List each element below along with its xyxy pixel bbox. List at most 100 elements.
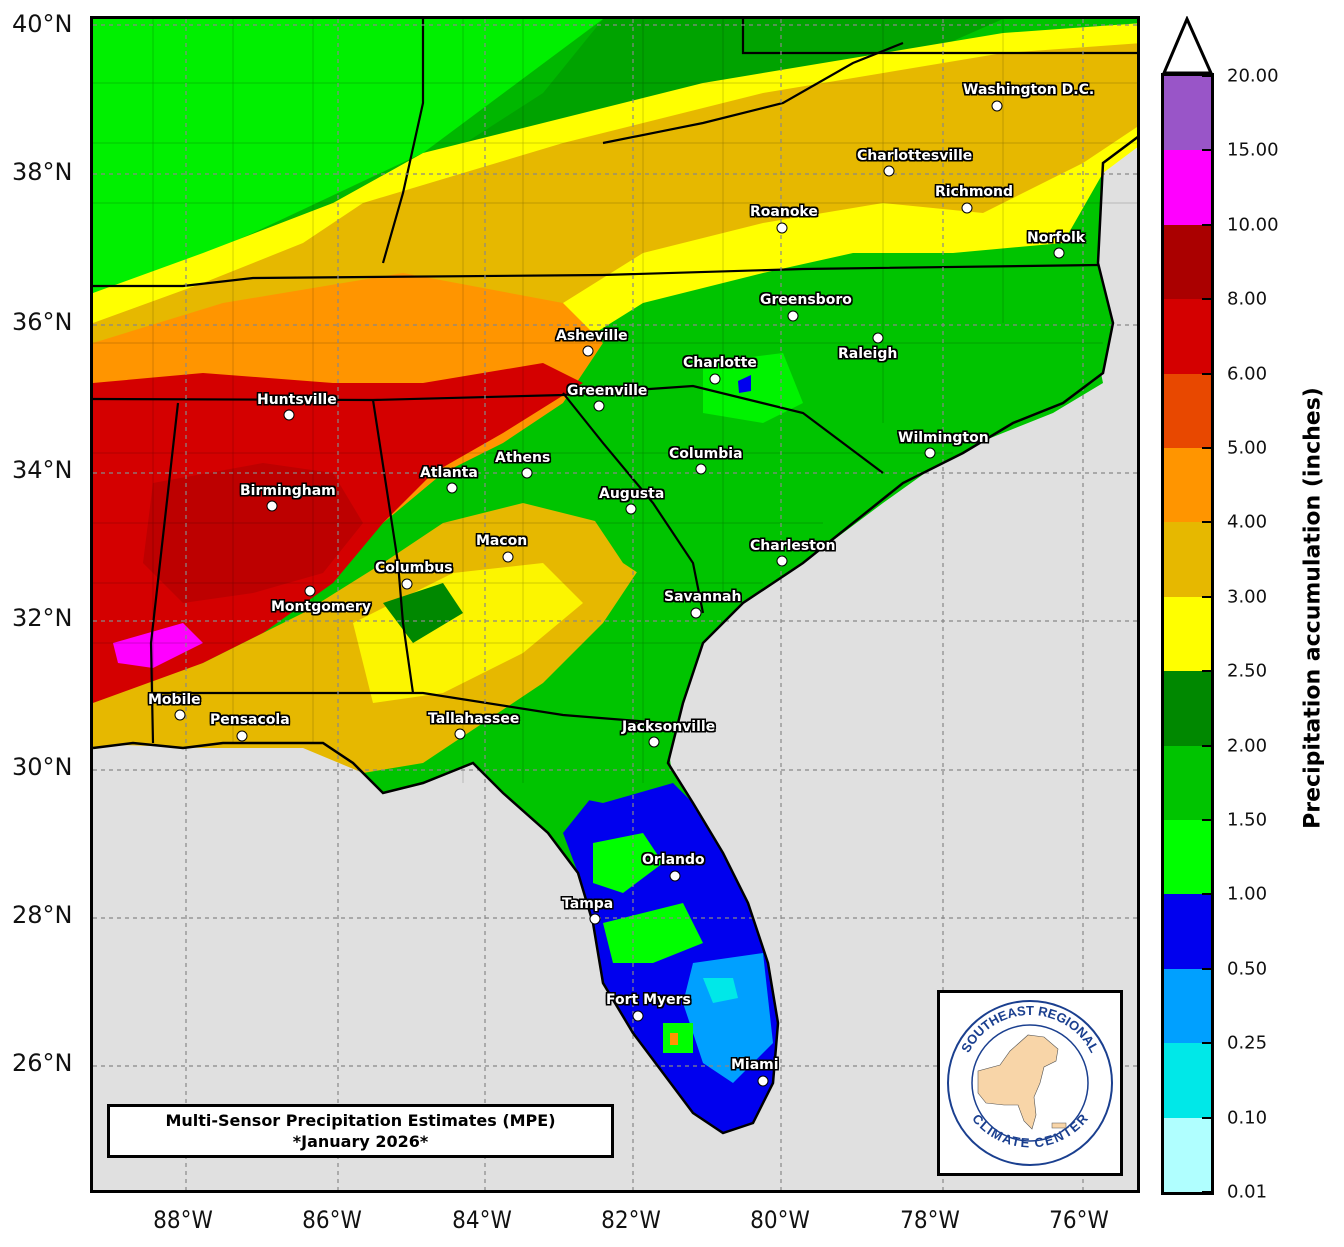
- colorbar-segment: [1164, 76, 1211, 151]
- city-label: Tampa: [562, 896, 614, 912]
- city-marker-icon: [582, 345, 594, 357]
- city-marker-icon: [266, 500, 278, 512]
- colorbar-tick-label: 0.01: [1227, 1181, 1268, 1203]
- city-marker-icon: [648, 736, 660, 748]
- colorbar-tick-mark: [1202, 521, 1212, 524]
- lat-label-32n: 32°N: [12, 604, 73, 632]
- city-marker-icon: [872, 332, 884, 344]
- city-marker-icon: [776, 222, 788, 234]
- colorbar-tick-label: 1.00: [1227, 883, 1268, 905]
- city-marker-icon: [787, 310, 799, 322]
- city-label: Fort Myers: [606, 992, 691, 1008]
- city-marker-icon: [695, 463, 707, 475]
- lon-label-76w: 76°W: [1049, 1206, 1109, 1234]
- city-marker-icon: [454, 728, 466, 740]
- lat-label-26n: 26°N: [12, 1049, 73, 1077]
- city-marker-icon: [1053, 247, 1065, 259]
- precipitation-field: [93, 19, 1137, 1190]
- colorbar-tick-label: 5.00: [1227, 437, 1268, 459]
- lat-label-36n: 36°N: [12, 308, 73, 336]
- lon-label-78w: 78°W: [900, 1206, 960, 1234]
- city-label: Norfolk: [1027, 230, 1086, 246]
- lon-label-82w: 82°W: [601, 1206, 661, 1234]
- city-marker-icon: [446, 482, 458, 494]
- colorbar-extend-arrow-icon: [1161, 16, 1214, 75]
- colorbar-tick-mark: [1202, 1191, 1212, 1193]
- colorbar-tick-mark: [1202, 744, 1212, 747]
- colorbar-segment: [1164, 596, 1211, 672]
- city-marker-icon: [669, 870, 681, 882]
- colorbar-tick-mark: [1202, 447, 1212, 449]
- city-label: Washington D.C.: [963, 82, 1095, 98]
- colorbar-title: Precipitation accumulation (inches): [1300, 387, 1326, 829]
- colorbar-tick-label: 3.00: [1227, 586, 1268, 608]
- colorbar-tick-mark: [1202, 1116, 1212, 1119]
- city-marker-icon: [883, 165, 895, 177]
- map-period: *January 2026*: [292, 1132, 429, 1151]
- city-label: Macon: [476, 533, 528, 549]
- colorbar-tick-label: 15.00: [1227, 139, 1279, 161]
- lat-label-40n: 40°N: [12, 10, 73, 38]
- colorbar: [1161, 73, 1214, 1195]
- sercc-logo-icon: SOUTHEAST REGIONAL CLIMATE CENTER: [947, 1000, 1113, 1166]
- city-label: Wilmington: [898, 430, 989, 446]
- colorbar-tick-label: 0.50: [1227, 958, 1268, 980]
- city-marker-icon: [593, 400, 605, 412]
- colorbar-tick-label: 8.00: [1227, 288, 1268, 310]
- colorbar-tick-label: 0.25: [1227, 1032, 1268, 1054]
- lat-label-38n: 38°N: [12, 158, 73, 186]
- lat-label-34n: 34°N: [12, 456, 73, 484]
- city-marker-icon: [283, 409, 295, 421]
- city-marker-icon: [709, 373, 721, 385]
- lon-label-84w: 84°W: [452, 1206, 512, 1234]
- colorbar-tick-mark: [1202, 670, 1212, 673]
- city-label: Augusta: [599, 486, 665, 502]
- city-marker-icon: [632, 1010, 644, 1022]
- colorbar-segment: [1164, 522, 1211, 597]
- colorbar-tick-mark: [1202, 893, 1212, 896]
- colorbar-tick-label: 1.50: [1227, 809, 1268, 831]
- lon-label-80w: 80°W: [750, 1206, 810, 1234]
- colorbar-segment: [1164, 373, 1211, 449]
- map-title-box: Multi-Sensor Precipitation Estimates (MP…: [107, 1104, 614, 1158]
- colorbar-tick-mark: [1202, 967, 1212, 970]
- colorbar-tick-mark: [1202, 819, 1212, 821]
- lon-label-88w: 88°W: [153, 1206, 213, 1234]
- colorbar-segment: [1164, 968, 1211, 1044]
- colorbar-segment: [1164, 671, 1211, 746]
- lon-label-86w: 86°W: [302, 1206, 362, 1234]
- city-marker-icon: [502, 551, 514, 563]
- city-label: Charlotte: [683, 355, 757, 371]
- city-label: Columbia: [669, 446, 743, 462]
- city-marker-icon: [991, 100, 1003, 112]
- city-label: Greenville: [567, 383, 648, 399]
- colorbar-segment: [1164, 1043, 1211, 1118]
- colorbar-tick-label: 2.50: [1227, 660, 1268, 682]
- city-label: Miami: [731, 1057, 779, 1073]
- map-title: Multi-Sensor Precipitation Estimates (MP…: [165, 1111, 556, 1130]
- colorbar-segment: [1164, 894, 1211, 969]
- city-marker-icon: [961, 202, 973, 214]
- city-label: Savannah: [664, 589, 742, 605]
- colorbar-tick-label: 20.00: [1227, 65, 1279, 87]
- colorbar-tick-mark: [1202, 372, 1212, 375]
- city-label: Asheville: [556, 328, 628, 344]
- city-marker-icon: [401, 578, 413, 590]
- city-marker-icon: [690, 607, 702, 619]
- colorbar-tick-label: 2.00: [1227, 735, 1268, 757]
- city-marker-icon: [236, 730, 248, 742]
- colorbar-segment: [1164, 224, 1211, 300]
- city-label: Athens: [495, 450, 551, 466]
- lat-label-28n: 28°N: [12, 901, 73, 929]
- colorbar-segment: [1164, 745, 1211, 821]
- precipitation-map: [90, 16, 1140, 1193]
- city-label: Mobile: [148, 692, 201, 708]
- city-marker-icon: [174, 709, 186, 721]
- lat-label-30n: 30°N: [12, 753, 73, 781]
- colorbar-tick-label: 4.00: [1227, 511, 1268, 533]
- city-label: Greensboro: [760, 292, 852, 308]
- city-marker-icon: [776, 555, 788, 567]
- colorbar-segment: [1164, 448, 1211, 523]
- city-label: Raleigh: [838, 346, 898, 362]
- city-label: Charleston: [750, 538, 836, 554]
